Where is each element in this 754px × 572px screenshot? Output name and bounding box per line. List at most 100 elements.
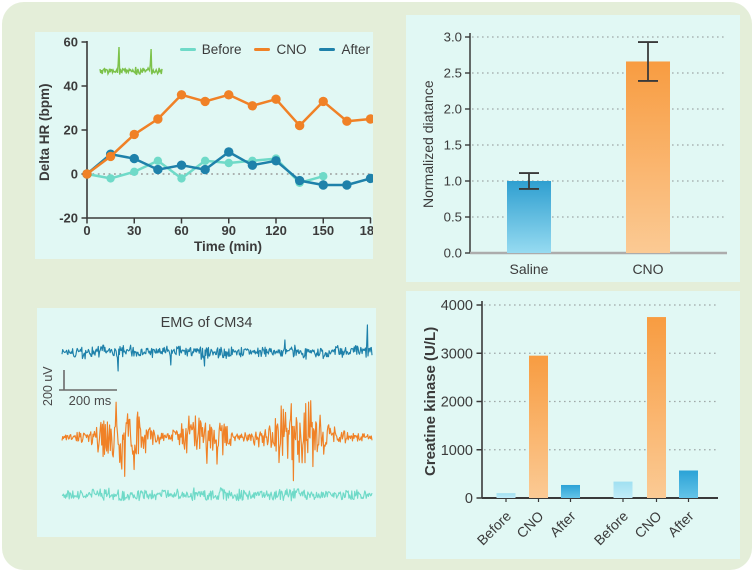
cno-emg-trace — [61, 400, 373, 482]
before-data-point — [224, 158, 233, 168]
y-tick-label: 1000 — [441, 443, 473, 459]
y-tick-label: 0.5 — [444, 210, 462, 225]
y-tick-label: 4000 — [441, 298, 473, 314]
legend-label-after: After — [341, 42, 370, 57]
legend-label-cno: CNO — [276, 42, 307, 57]
before-data-point — [177, 174, 186, 183]
before-dash-icon — [179, 47, 196, 52]
after-line — [85, 150, 372, 187]
y-tick-label: 0.0 — [444, 246, 462, 261]
y-tick-label: 1.0 — [444, 174, 462, 189]
cno-data-point — [224, 90, 234, 100]
y-tick-label: 60 — [64, 35, 78, 50]
x-category-label: After — [546, 508, 578, 540]
cno-data-point — [129, 129, 139, 140]
after-dash-icon — [319, 47, 336, 52]
delta-hr-x-axis-label: Time (min) — [193, 239, 262, 254]
panel-normalized-distance: 0.0 0.5 1.0 1.5 2.0 2.5 3.0 Saline CNO Normalize… — [406, 15, 740, 282]
after-data-point — [294, 175, 305, 186]
panel-creatine-kinase: 0 1000 2000 3000 4000 Before CNO After Before CNO… — [406, 291, 740, 559]
x-tick-label: 30 — [127, 223, 141, 238]
before-data-point — [319, 172, 328, 181]
delta-hr-y-axis-label: Delta HR (bpm) — [37, 83, 52, 181]
saline-bar — [507, 181, 551, 253]
x-category-label: Before — [591, 508, 632, 549]
after-data-point — [153, 164, 163, 175]
y-tick-label: 40 — [64, 79, 78, 94]
y-tick-label: 2.5 — [444, 66, 462, 81]
y-tick-label: 2.0 — [444, 102, 462, 117]
ecg-inset-trace — [99, 46, 163, 76]
panel-delta-hr: 0 30 60 90 120 150 180 -20 0 20 40 60 Delta HR (bpm… — [35, 32, 373, 259]
legend-label-before: Before — [201, 42, 242, 57]
cno-data-point — [271, 94, 281, 104]
after-data-point — [247, 160, 258, 170]
after-bar — [561, 484, 580, 498]
cno-data-point — [247, 101, 258, 111]
x-category-label: CNO — [632, 261, 663, 277]
after-data-point — [129, 153, 139, 164]
cno-data-point — [318, 96, 328, 107]
creatine-kinase-y-axis-label: Creatine kinase (U/L) — [422, 326, 439, 476]
after-data-point — [224, 147, 234, 157]
after-data-point — [200, 164, 210, 175]
cno-bar — [647, 317, 666, 498]
panel-emg: EMG of CM34 200 uV 200 ms — [37, 308, 376, 537]
cno-data-point — [365, 114, 373, 124]
y-tick-label: 20 — [64, 123, 78, 138]
x-tick-label: 90 — [222, 223, 236, 238]
delta-hr-chart: 0 30 60 90 120 150 180 -20 0 20 40 60 — [59, 35, 373, 238]
x-category-label: Before — [474, 508, 515, 549]
x-tick-label: 120 — [265, 223, 287, 238]
y-tick-label: -20 — [59, 211, 78, 226]
y-tick-label: 3.0 — [444, 30, 462, 45]
y-tick-label: 3000 — [441, 346, 473, 362]
before-data-point — [130, 167, 139, 176]
before-data-point — [200, 156, 210, 165]
normalized-distance-chart: 0.0 0.5 1.0 1.5 2.0 2.5 3.0 Saline CNO — [444, 30, 727, 277]
before-data-point — [153, 156, 163, 165]
before-data-point — [106, 174, 115, 183]
cno-bar — [529, 355, 548, 498]
x-category-label: After — [664, 508, 696, 540]
axes-spines — [86, 41, 371, 219]
after-data-point — [271, 156, 281, 166]
after-emg-trace — [61, 324, 373, 372]
cno-data-point — [342, 116, 352, 126]
y-tick-label: 1.5 — [444, 138, 462, 153]
emg-traces-plot — [59, 324, 373, 502]
normalized-distance-y-axis-label: Normalized diatance — [420, 80, 436, 208]
before-bar — [613, 481, 633, 498]
y-tick-label: 0 — [465, 491, 473, 507]
x-tick-label: 0 — [83, 223, 90, 238]
after-data-point — [365, 173, 373, 184]
y-tick-label: 2000 — [441, 395, 473, 411]
cno-dash-icon — [254, 47, 271, 52]
cno-data-point — [176, 90, 187, 100]
after-data-point — [342, 180, 352, 190]
cno-bar — [626, 61, 670, 254]
legend-item-before: Before — [179, 42, 242, 57]
x-tick-label: 180 — [360, 223, 373, 238]
x-category-label: CNO — [631, 508, 664, 541]
x-tick-label: 150 — [312, 223, 334, 238]
x-category-label: Saline — [510, 261, 549, 277]
emg-title: EMG of CM34 — [160, 315, 253, 331]
legend-item-cno: CNO — [254, 42, 306, 57]
x-category-label: CNO — [513, 508, 546, 541]
voltage-scalebar-label: 200 uV — [41, 366, 55, 406]
after-data-point — [318, 180, 328, 190]
cno-data-point — [200, 96, 210, 107]
cno-data-point — [294, 120, 305, 131]
cno-data-point — [153, 114, 163, 124]
legend-item-after: After — [319, 42, 370, 57]
after-data-point — [176, 160, 187, 170]
before-emg-trace — [61, 487, 373, 502]
legend: Before CNO After — [179, 42, 370, 57]
time-scalebar-label: 200 ms — [68, 393, 112, 408]
cno-data-point — [82, 169, 92, 179]
cno-data-point — [105, 151, 116, 162]
